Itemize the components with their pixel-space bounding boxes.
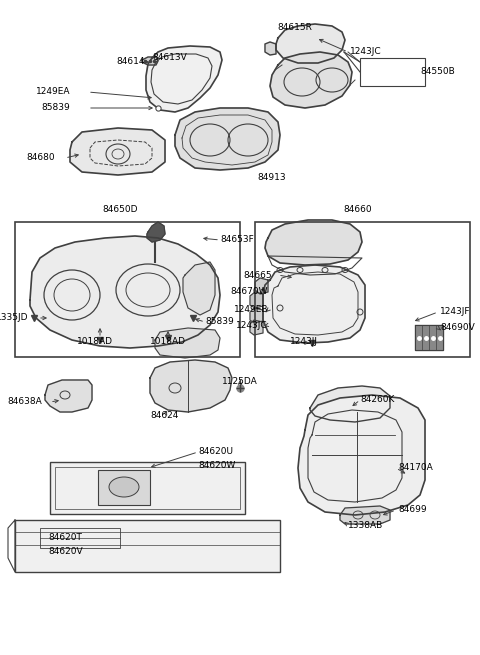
Text: 1335JD: 1335JD [0, 314, 28, 322]
Polygon shape [146, 46, 222, 112]
Text: 84615R: 84615R [277, 24, 312, 33]
Polygon shape [175, 108, 280, 170]
Polygon shape [298, 395, 425, 515]
Bar [50, 462, 245, 514]
Text: 84260K: 84260K [360, 396, 395, 405]
Text: 84680: 84680 [26, 153, 55, 162]
Bar [40, 528, 120, 548]
Text: 84620T: 84620T [48, 534, 82, 542]
Polygon shape [415, 325, 443, 350]
Polygon shape [250, 308, 263, 323]
Text: 84638A: 84638A [7, 398, 42, 407]
Text: 84665: 84665 [243, 271, 272, 280]
Text: 84913: 84913 [258, 174, 286, 183]
Text: 84620U: 84620U [198, 447, 233, 457]
Text: 84699: 84699 [398, 506, 427, 514]
Text: 85839: 85839 [205, 318, 234, 326]
Bar [55, 467, 240, 509]
Polygon shape [150, 360, 232, 412]
Polygon shape [265, 42, 276, 55]
Polygon shape [70, 128, 165, 175]
Polygon shape [155, 328, 220, 358]
Polygon shape [30, 236, 220, 348]
Text: 1338AB: 1338AB [348, 521, 383, 529]
Text: 1249EB: 1249EB [233, 305, 268, 314]
Polygon shape [265, 220, 362, 265]
Text: 84550B: 84550B [420, 67, 455, 77]
Text: 1243JJ: 1243JJ [290, 337, 318, 346]
Polygon shape [255, 278, 268, 294]
Text: 84660: 84660 [344, 206, 372, 214]
Bar [15, 222, 240, 357]
Text: 1018AD: 1018AD [77, 337, 113, 346]
Text: 84670W: 84670W [230, 288, 268, 297]
Text: 84624: 84624 [151, 411, 179, 419]
Polygon shape [45, 380, 92, 412]
Text: 1125DA: 1125DA [222, 377, 258, 386]
Text: 84690V: 84690V [440, 324, 475, 333]
Bar [98, 470, 150, 505]
Polygon shape [142, 57, 158, 65]
Text: 1243JF: 1243JF [440, 307, 470, 316]
Ellipse shape [109, 477, 139, 497]
Polygon shape [340, 506, 390, 524]
Text: 84653F: 84653F [220, 236, 254, 244]
Bar [255, 222, 470, 357]
Text: 1018AD: 1018AD [150, 337, 186, 346]
Text: 1243JC: 1243JC [350, 48, 382, 56]
Polygon shape [183, 262, 215, 315]
Text: 1249EA: 1249EA [36, 88, 70, 96]
Text: 84613V: 84613V [152, 54, 187, 62]
Text: 85839: 85839 [41, 103, 70, 113]
Bar [360, 58, 425, 86]
Text: 84170A: 84170A [398, 464, 433, 472]
Polygon shape [276, 24, 345, 63]
Polygon shape [263, 265, 365, 343]
Polygon shape [270, 52, 352, 108]
Text: 84620V: 84620V [48, 548, 83, 557]
Polygon shape [250, 292, 263, 308]
Polygon shape [310, 386, 390, 422]
Text: 84620W: 84620W [198, 460, 235, 470]
Text: 84650D: 84650D [102, 206, 138, 214]
Polygon shape [147, 222, 165, 242]
Bar [15, 520, 280, 572]
Text: 1243JC: 1243JC [236, 320, 268, 329]
Text: 84614: 84614 [117, 58, 145, 67]
Polygon shape [250, 320, 263, 335]
